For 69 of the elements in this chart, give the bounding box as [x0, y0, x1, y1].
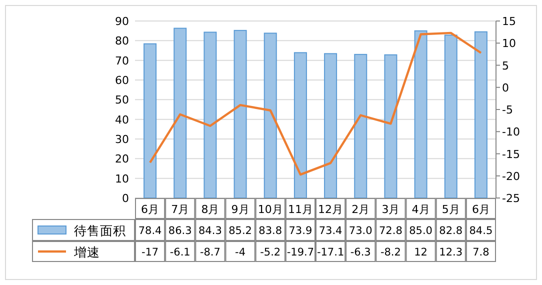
x-tick-label: 9月 [231, 203, 250, 216]
data-label: 85.0 [409, 225, 432, 237]
data-label: 73.9 [288, 225, 312, 237]
bar [474, 31, 488, 198]
y-tick-label: 0 [122, 192, 129, 205]
x-tick-label: 6月 [141, 203, 160, 216]
y2-tick-label: 15 [502, 15, 516, 28]
bar [444, 34, 458, 198]
x-tick-label: 11月 [288, 203, 313, 216]
x-tick-label: 8月 [201, 203, 220, 216]
y2-tick-label: 0 [502, 81, 509, 94]
y-tick-label: 90 [115, 15, 129, 28]
data-label: -19.7 [286, 246, 314, 258]
data-label: 7.8 [472, 246, 490, 258]
bar [204, 32, 217, 198]
y2-tick-label: -5 [502, 104, 513, 116]
bar [354, 54, 368, 198]
x-tick-label: 7月 [171, 203, 190, 216]
data-label: -8.7 [200, 246, 220, 258]
data-label: 73.4 [318, 225, 343, 237]
data-label: -5.2 [260, 246, 281, 258]
data-label: 83.8 [258, 225, 282, 237]
bar [324, 53, 338, 198]
y-tick-label: 50 [115, 94, 129, 107]
data-label: 73.0 [348, 225, 372, 237]
y-tick-label: 80 [115, 34, 129, 48]
data-label: 12.3 [439, 246, 463, 258]
data-label: -6.3 [350, 246, 371, 258]
x-tick-label: 3月 [382, 203, 400, 216]
x-tick-label: 2月 [352, 203, 370, 216]
data-label: 84.3 [198, 225, 222, 237]
x-tick-label: 4月 [412, 203, 430, 216]
bar [174, 28, 187, 198]
x-tick-label: 10月 [258, 203, 283, 216]
y-tick-label: 30 [115, 133, 129, 146]
data-label: 12 [414, 246, 428, 258]
data-label: -17 [141, 246, 159, 258]
data-label: -4 [235, 246, 246, 258]
y-tick-label: 60 [115, 74, 129, 87]
data-label: 85.2 [228, 225, 252, 237]
y2-tick-label: 10 [502, 37, 516, 50]
legend-label: 增速 [73, 244, 100, 260]
data-label: -6.1 [170, 246, 190, 258]
bar [384, 54, 398, 198]
y2-tick-label: -15 [502, 148, 520, 161]
data-label: 86.3 [168, 225, 192, 237]
data-label: 84.5 [469, 225, 493, 237]
y2-tick-label: -20 [502, 170, 520, 183]
y-tick-label: 10 [115, 172, 129, 186]
y-tick-label: 20 [115, 152, 129, 166]
y2-tick-label: 5 [502, 59, 509, 72]
x-tick-label: 5月 [442, 203, 460, 216]
bar [234, 30, 247, 198]
y2-tick-label: -25 [502, 192, 520, 205]
data-label: -8.2 [380, 246, 401, 258]
y-tick-label: 40 [115, 113, 129, 126]
bar [264, 32, 277, 198]
bar [144, 43, 157, 198]
data-label: 78.4 [138, 225, 162, 237]
x-tick-label: 12月 [318, 203, 344, 216]
bar [294, 52, 307, 198]
data-label: -17.1 [316, 246, 344, 258]
x-tick-label: 6月 [472, 203, 490, 216]
data-label: 72.8 [379, 225, 402, 237]
y-tick-label: 70 [115, 54, 129, 68]
y2-tick-label: -10 [502, 126, 520, 139]
bar [414, 30, 428, 198]
data-label: 82.8 [439, 225, 463, 237]
legend-label: 待售面积 [74, 223, 126, 238]
